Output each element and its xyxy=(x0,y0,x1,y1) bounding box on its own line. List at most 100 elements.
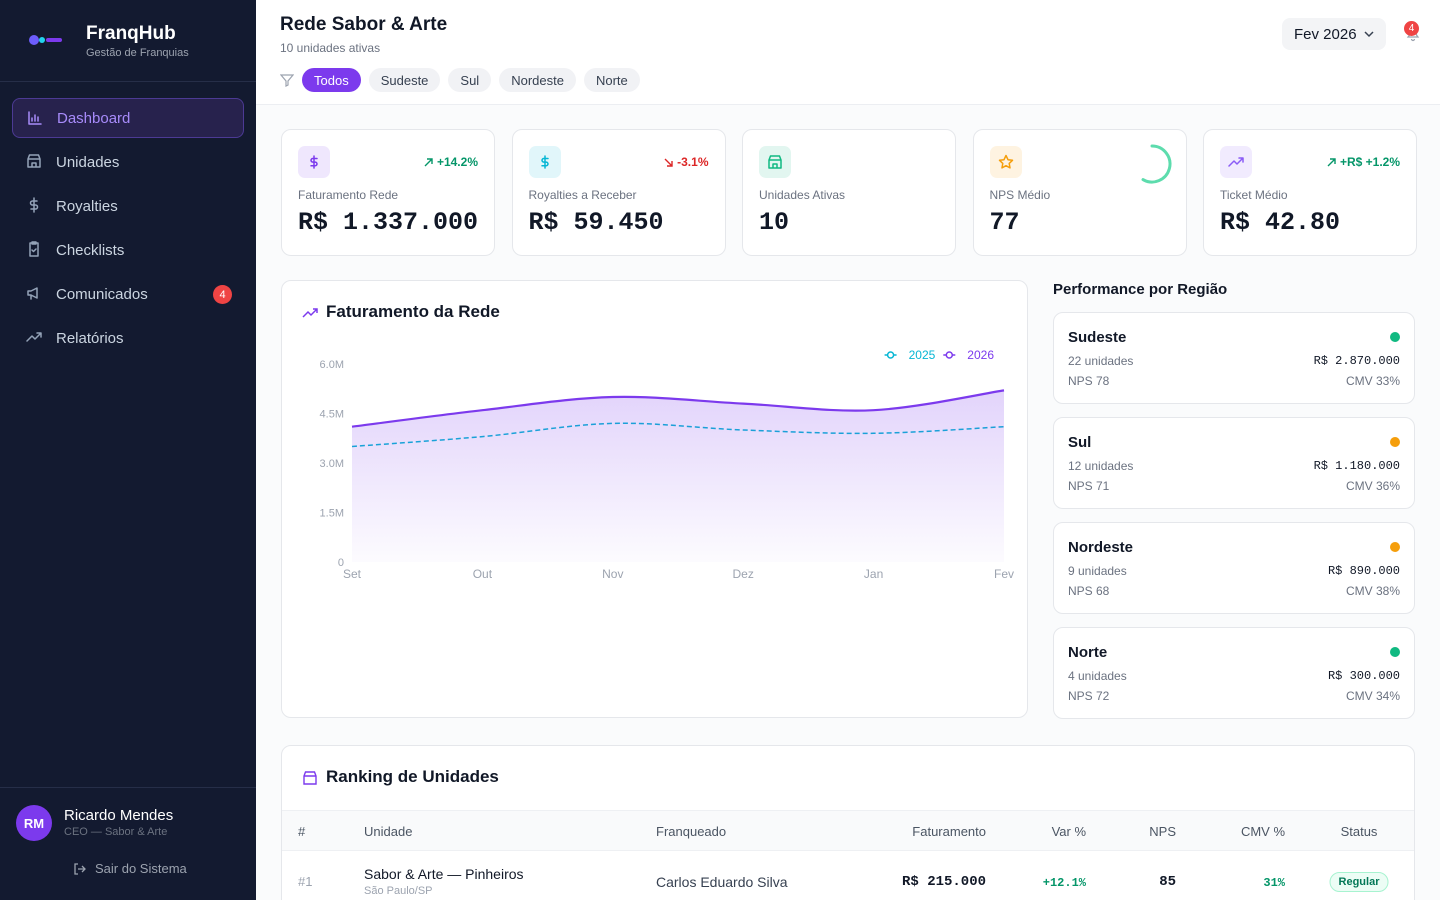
region-nps: NPS 72 xyxy=(1068,689,1110,703)
status-badge: Regular xyxy=(1329,872,1389,892)
region-status xyxy=(1390,542,1400,552)
arrow-path xyxy=(664,158,673,167)
filter-chip[interactable]: Sudeste xyxy=(368,68,441,92)
legend-label: 2026 xyxy=(967,348,994,362)
kpi-value: 77 xyxy=(989,208,1020,237)
ranking-title: Ranking de Unidades xyxy=(326,767,499,786)
region-cmv: CMV 36% xyxy=(1345,479,1400,493)
icon-path xyxy=(29,197,39,213)
chart-title: Faturamento da Rede xyxy=(326,302,500,321)
kpi-change: +R$ +1.2% xyxy=(1327,155,1400,169)
nav-label: Dashboard xyxy=(57,109,131,127)
kpi-label: Faturamento Rede xyxy=(298,188,399,202)
column-header[interactable]: Var % xyxy=(1051,824,1086,839)
regions-title: Performance por Região xyxy=(1053,281,1228,298)
chevron xyxy=(1364,31,1374,38)
sidebar: FranqHub Gestão de Franquias Dashboard Un… xyxy=(0,0,256,900)
chart: 0 1.5M 3.0M 4.5M 6.0M Set Out Nov Dez Jan Fev 2026 2… xyxy=(320,348,1014,581)
icon-path xyxy=(29,241,39,257)
region-name: Sudeste xyxy=(1068,329,1127,346)
filter-chip[interactable]: Todos xyxy=(302,68,361,92)
nav-icon xyxy=(27,154,41,168)
region-nps: NPS 78 xyxy=(1068,374,1110,388)
owner-cell: Carlos Eduardo Silva xyxy=(656,874,788,890)
loading-ring xyxy=(1141,144,1171,184)
region-card[interactable]: Sul 12 unidades R$ 1.180.000 NPS 71 CMV 36% xyxy=(1053,417,1415,509)
column-header: # xyxy=(298,824,306,839)
kpi-card: Unidades Ativas 10 xyxy=(742,129,956,256)
region-card[interactable]: Nordeste 9 unidades R$ 890.000 NPS 68 CMV 38… xyxy=(1053,522,1415,614)
kpi-label: Unidades Ativas xyxy=(759,188,846,202)
y-tick-label: 3.0M xyxy=(320,458,344,470)
kpi-icon-glyph xyxy=(998,154,1013,169)
kpi-icon xyxy=(1220,146,1252,178)
filter-chip[interactable]: Nordeste xyxy=(499,68,576,92)
notification-badge: 4 xyxy=(1404,21,1419,36)
filter-chip[interactable]: Norte xyxy=(583,68,640,92)
kpi-card: +R$ +1.2% Ticket Médio R$ 42.80 xyxy=(1203,129,1417,256)
legend-label: 2025 xyxy=(909,348,936,362)
legend-dot xyxy=(945,351,954,359)
filter-chip[interactable]: Sul xyxy=(448,68,492,92)
nav-item[interactable]: Comunicados 4 xyxy=(12,274,244,314)
region-status xyxy=(1390,332,1400,342)
series-line xyxy=(351,389,1005,428)
period-select[interactable]: Fev 2026 xyxy=(1282,18,1386,50)
region-revenue: R$ 300.000 xyxy=(1327,669,1400,683)
icon-path xyxy=(27,154,41,168)
x-tick-label: Fev xyxy=(994,567,1014,581)
region-revenue: R$ 890.000 xyxy=(1327,564,1400,578)
kpi-icon xyxy=(989,146,1022,178)
kpi-card: +14.2% Faturamento Rede R$ 1.337.000 xyxy=(281,129,495,256)
user-name: Ricardo Mendes xyxy=(64,807,174,824)
avatar: RM xyxy=(16,805,52,841)
page-title: Rede Sabor & Arte xyxy=(280,14,448,35)
arrow-path xyxy=(1327,157,1336,166)
column-header[interactable]: NPS xyxy=(1149,824,1176,839)
column-header[interactable]: CMV % xyxy=(1240,824,1285,839)
revenue-cell: R$ 215.000 xyxy=(901,874,986,890)
kpi-icon-glyph xyxy=(768,155,782,169)
ring-arc xyxy=(1141,144,1171,184)
kpi-icon-glyph xyxy=(310,155,318,169)
filters: Todos Sudeste Sul Nordeste Norte xyxy=(280,68,640,92)
column-header[interactable]: Faturamento xyxy=(912,824,986,839)
nav-item[interactable]: Unidades xyxy=(12,142,244,182)
nav-icon xyxy=(29,241,39,257)
region-card[interactable]: Norte 4 unidades R$ 300.000 NPS 72 CMV 34% xyxy=(1053,627,1415,719)
nav-icon xyxy=(26,332,42,342)
nav-item[interactable]: Relatórios xyxy=(12,318,244,358)
table-row[interactable]: #1 Sabor & Arte — Pinheiros São Paulo/SP Ca… xyxy=(282,852,1414,900)
store-icon xyxy=(303,771,317,785)
region-units: 12 unidades xyxy=(1068,459,1134,473)
nav-item[interactable]: Checklists xyxy=(12,230,244,270)
region-revenue: R$ 1.180.000 xyxy=(1313,459,1400,473)
table-header: # Unidade Franqueado Faturamento Var % NPS CMV… xyxy=(282,810,1414,851)
icon-path xyxy=(1228,157,1244,167)
kpi-label: Ticket Médio xyxy=(1220,188,1288,202)
kpi-label: Royalties a Receber xyxy=(528,188,637,202)
region-cmv: CMV 34% xyxy=(1345,689,1400,703)
nav-item[interactable]: Dashboard xyxy=(12,98,244,138)
filter-icon xyxy=(280,74,294,87)
nav-item[interactable]: Royalties xyxy=(12,186,244,226)
kpi-icon-glyph xyxy=(1228,157,1244,167)
kpi-change-text: -3.1% xyxy=(677,155,709,169)
icon-path xyxy=(28,111,42,125)
trend-arrow xyxy=(424,157,433,166)
icon-path xyxy=(540,155,549,169)
region-card[interactable]: Sudeste 22 unidades R$ 2.870.000 NPS 78 CMV … xyxy=(1053,312,1415,404)
logout[interactable]: Sair do Sistema xyxy=(95,861,187,876)
region-units: 4 unidades xyxy=(1068,669,1127,683)
logout-icon xyxy=(74,863,86,875)
x-tick-label: Out xyxy=(473,567,493,581)
kpi-change: +14.2% xyxy=(424,155,478,169)
icon-path xyxy=(768,155,782,169)
nav-icon xyxy=(29,197,39,213)
column-header: Franqueado xyxy=(656,824,727,839)
region-name: Sul xyxy=(1068,434,1092,451)
nps-cell: 85 xyxy=(1159,874,1176,890)
nav-label: Royalties xyxy=(56,197,118,215)
user-role: CEO — Sabor & Arte xyxy=(64,826,168,838)
